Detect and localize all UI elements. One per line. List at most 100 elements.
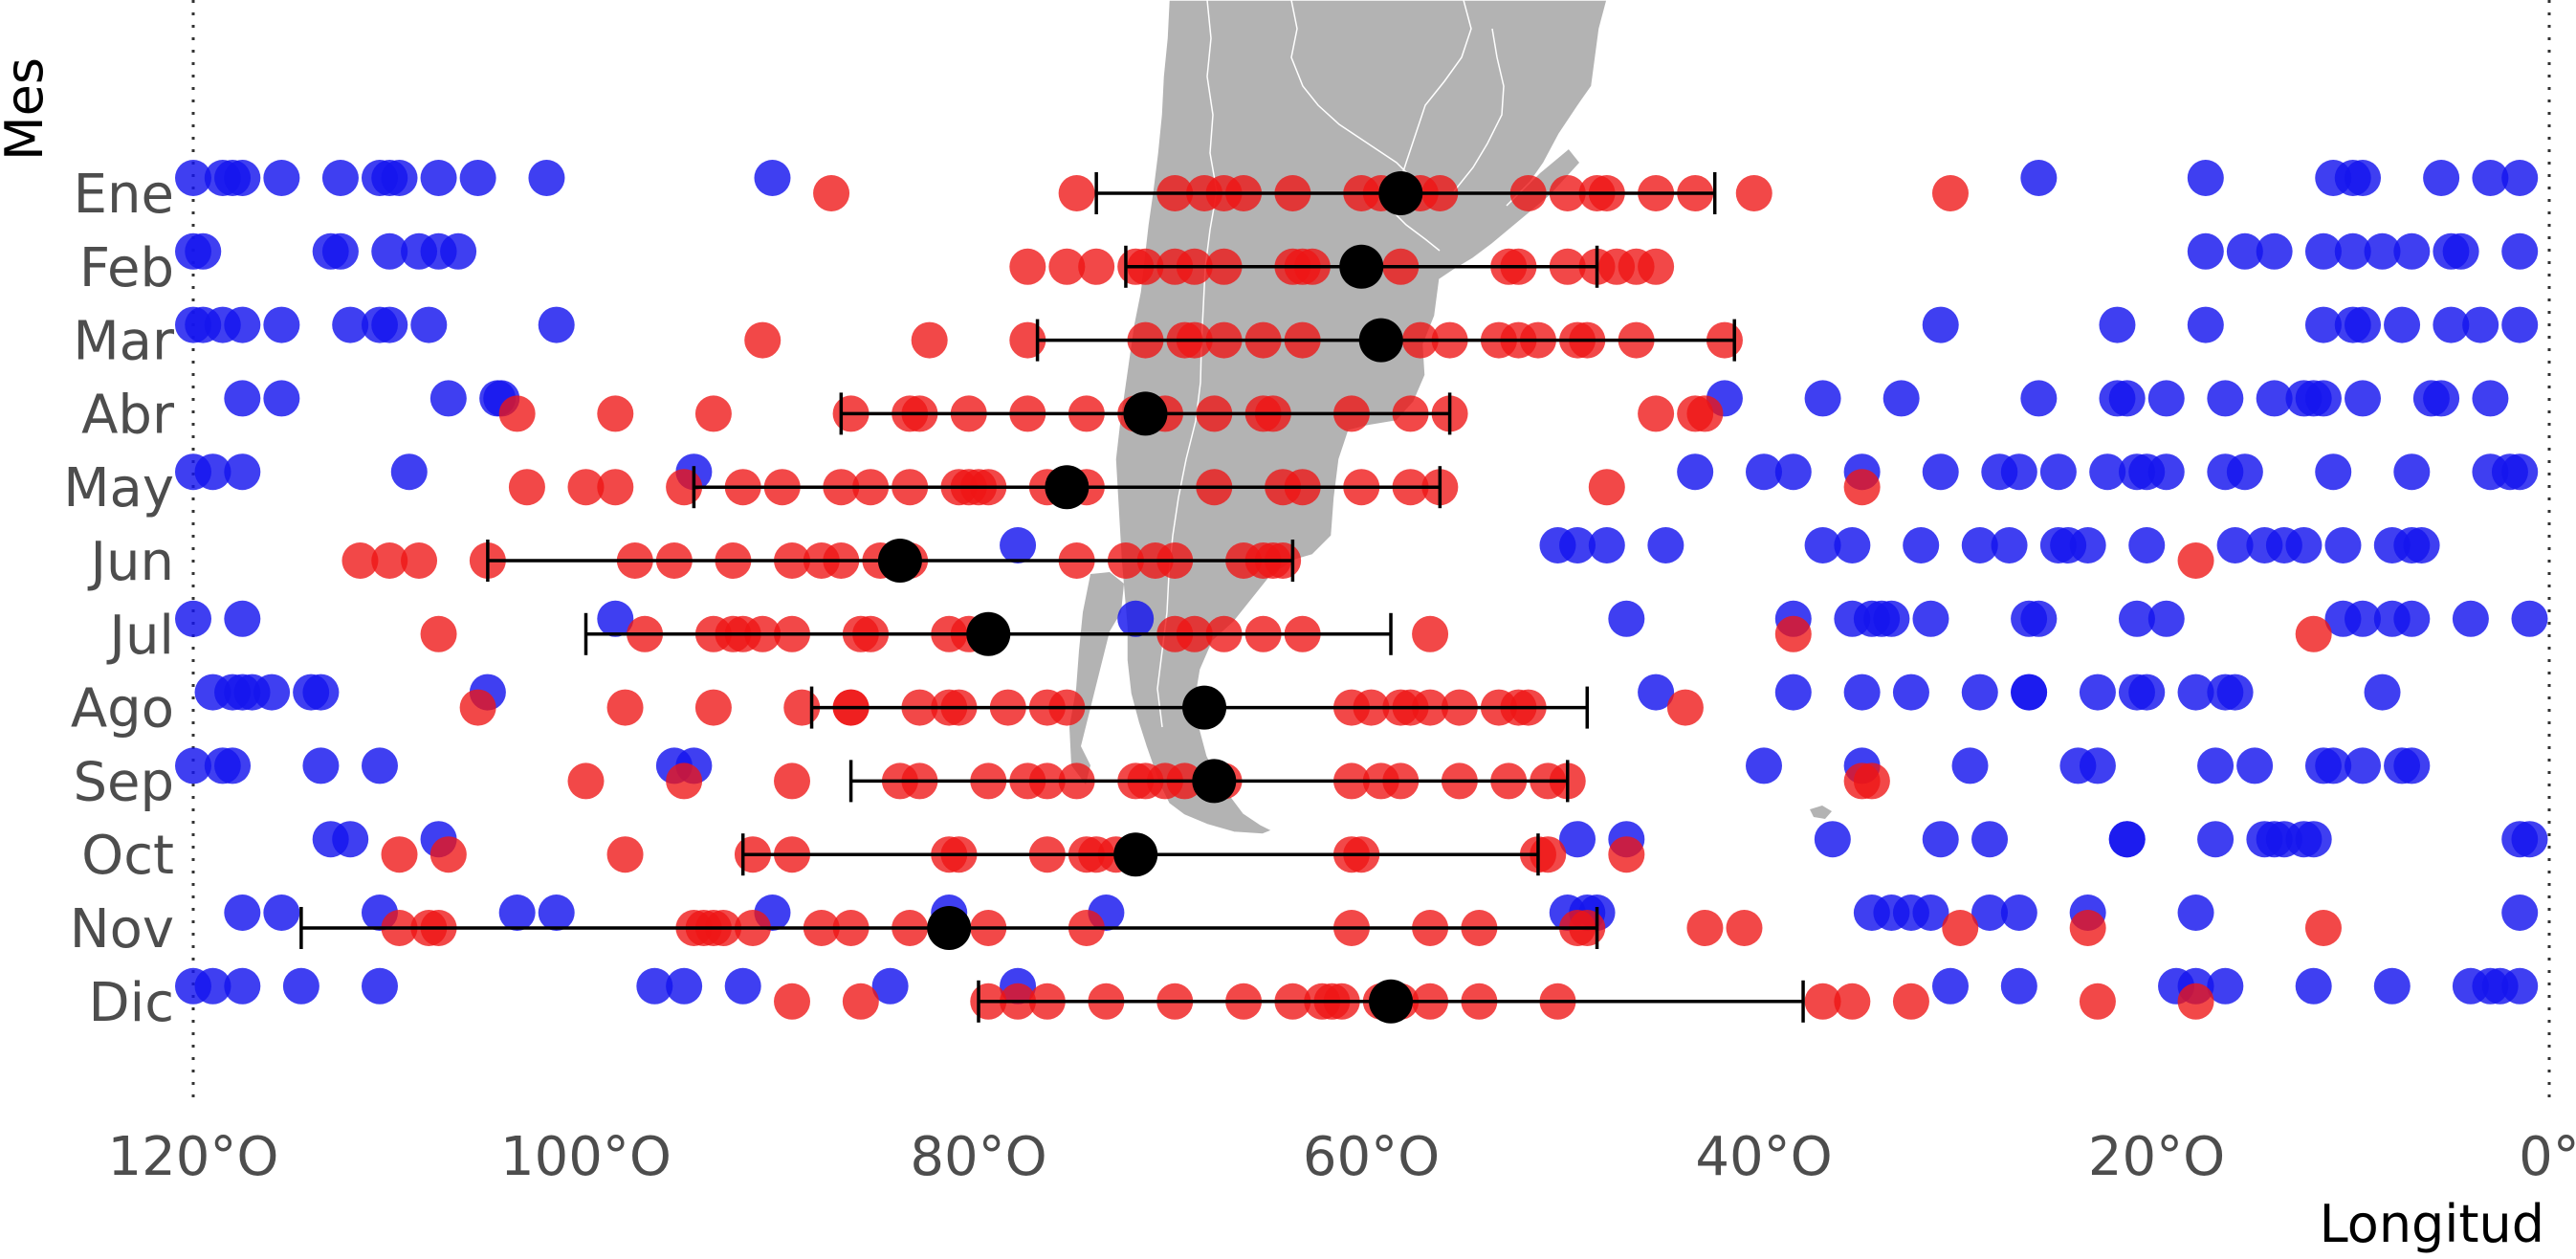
red-point xyxy=(1726,910,1763,946)
blue-point xyxy=(2334,232,2371,270)
red-point xyxy=(420,615,457,652)
blue-point xyxy=(2108,821,2146,858)
blue-point xyxy=(2187,306,2224,343)
blue-point xyxy=(2393,747,2431,784)
blue-point xyxy=(2187,160,2224,196)
blue-point xyxy=(429,380,467,417)
blue-point xyxy=(2000,453,2037,491)
blue-point xyxy=(2197,747,2235,784)
blue-point xyxy=(224,380,261,417)
blue-point xyxy=(302,674,340,711)
blue-point xyxy=(224,967,261,1005)
blue-point xyxy=(2207,380,2244,417)
blue-point xyxy=(321,232,359,270)
red-point xyxy=(744,321,782,359)
blue-point xyxy=(194,453,231,491)
blue-point xyxy=(2393,453,2431,491)
blue-point xyxy=(2364,232,2401,270)
y-tick-label: Jun xyxy=(88,531,175,593)
blue-point xyxy=(410,306,448,343)
red-point xyxy=(2304,910,2342,946)
blue-point xyxy=(2304,232,2342,270)
red-point xyxy=(1686,910,1724,946)
blue-point xyxy=(2501,306,2539,343)
blue-point xyxy=(175,160,211,196)
mean-point xyxy=(1339,244,1384,289)
mean-point xyxy=(966,611,1011,656)
red-point xyxy=(1588,469,1625,506)
blue-point xyxy=(1971,895,2009,931)
blue-point xyxy=(2315,747,2352,784)
blue-point xyxy=(2462,306,2499,343)
red-point xyxy=(1892,983,1929,1020)
red-point xyxy=(2069,910,2106,946)
blue-point xyxy=(2069,527,2106,563)
blue-point xyxy=(321,160,359,196)
blue-point xyxy=(498,895,536,931)
red-point xyxy=(694,395,732,432)
blue-point xyxy=(2324,527,2362,563)
blue-point xyxy=(2501,967,2539,1005)
blue-point xyxy=(2442,232,2479,270)
blue-point xyxy=(2373,967,2411,1005)
blue-point xyxy=(263,306,300,343)
blue-point xyxy=(185,232,222,270)
blue-point xyxy=(2423,380,2460,417)
blue-point xyxy=(2295,967,2332,1005)
blue-point xyxy=(302,747,340,784)
blue-point xyxy=(2216,674,2254,711)
blue-point xyxy=(263,380,300,417)
blue-point xyxy=(1931,967,1969,1005)
x-tick-label: 120°O xyxy=(108,1126,279,1188)
blue-point xyxy=(2345,747,2382,784)
red-point xyxy=(1804,983,1841,1020)
blue-point xyxy=(2128,527,2166,563)
blue-point xyxy=(2256,232,2293,270)
blue-point xyxy=(871,967,909,1005)
blue-point xyxy=(1961,527,1998,563)
blue-point xyxy=(224,160,261,196)
blue-point xyxy=(2187,232,2224,270)
y-axis-title: Mes xyxy=(0,57,55,161)
blue-point xyxy=(2039,453,2077,491)
red-point xyxy=(842,983,879,1020)
blue-point xyxy=(1677,453,1714,491)
blue-point xyxy=(282,967,319,1005)
blue-point xyxy=(2511,600,2548,637)
blue-point xyxy=(2295,821,2332,858)
blue-point xyxy=(1814,821,1851,858)
blue-point xyxy=(2472,160,2509,196)
blue-point xyxy=(224,453,261,491)
red-point xyxy=(498,395,536,432)
y-tick-label: Sep xyxy=(73,751,174,813)
red-point xyxy=(567,469,605,506)
red-point xyxy=(1735,175,1772,211)
blue-point xyxy=(2403,527,2440,563)
red-point xyxy=(774,762,811,800)
blue-point xyxy=(459,160,496,196)
blue-point xyxy=(2345,380,2382,417)
blue-point xyxy=(1000,527,1037,563)
blue-point xyxy=(2147,453,2185,491)
red-point xyxy=(1058,175,1095,211)
red-point xyxy=(694,689,732,726)
red-point xyxy=(567,762,605,800)
red-point xyxy=(2079,983,2116,1020)
blue-point xyxy=(2393,600,2431,637)
red-point xyxy=(1843,469,1881,506)
blue-point xyxy=(2501,453,2539,491)
blue-point xyxy=(2472,380,2509,417)
blue-point xyxy=(1991,527,2028,563)
blue-point xyxy=(1647,527,1684,563)
blue-point xyxy=(440,232,477,270)
mean-point xyxy=(927,906,972,950)
y-tick-label: May xyxy=(63,457,174,519)
x-tick-label: 80°O xyxy=(910,1126,1046,1188)
blue-point xyxy=(1559,527,1596,563)
blue-point xyxy=(2384,306,2421,343)
red-point xyxy=(1686,395,1724,432)
y-tick-label: Oct xyxy=(81,825,174,887)
y-tick-label: Ene xyxy=(74,164,174,226)
blue-point xyxy=(2079,674,2116,711)
blue-point xyxy=(2304,380,2342,417)
